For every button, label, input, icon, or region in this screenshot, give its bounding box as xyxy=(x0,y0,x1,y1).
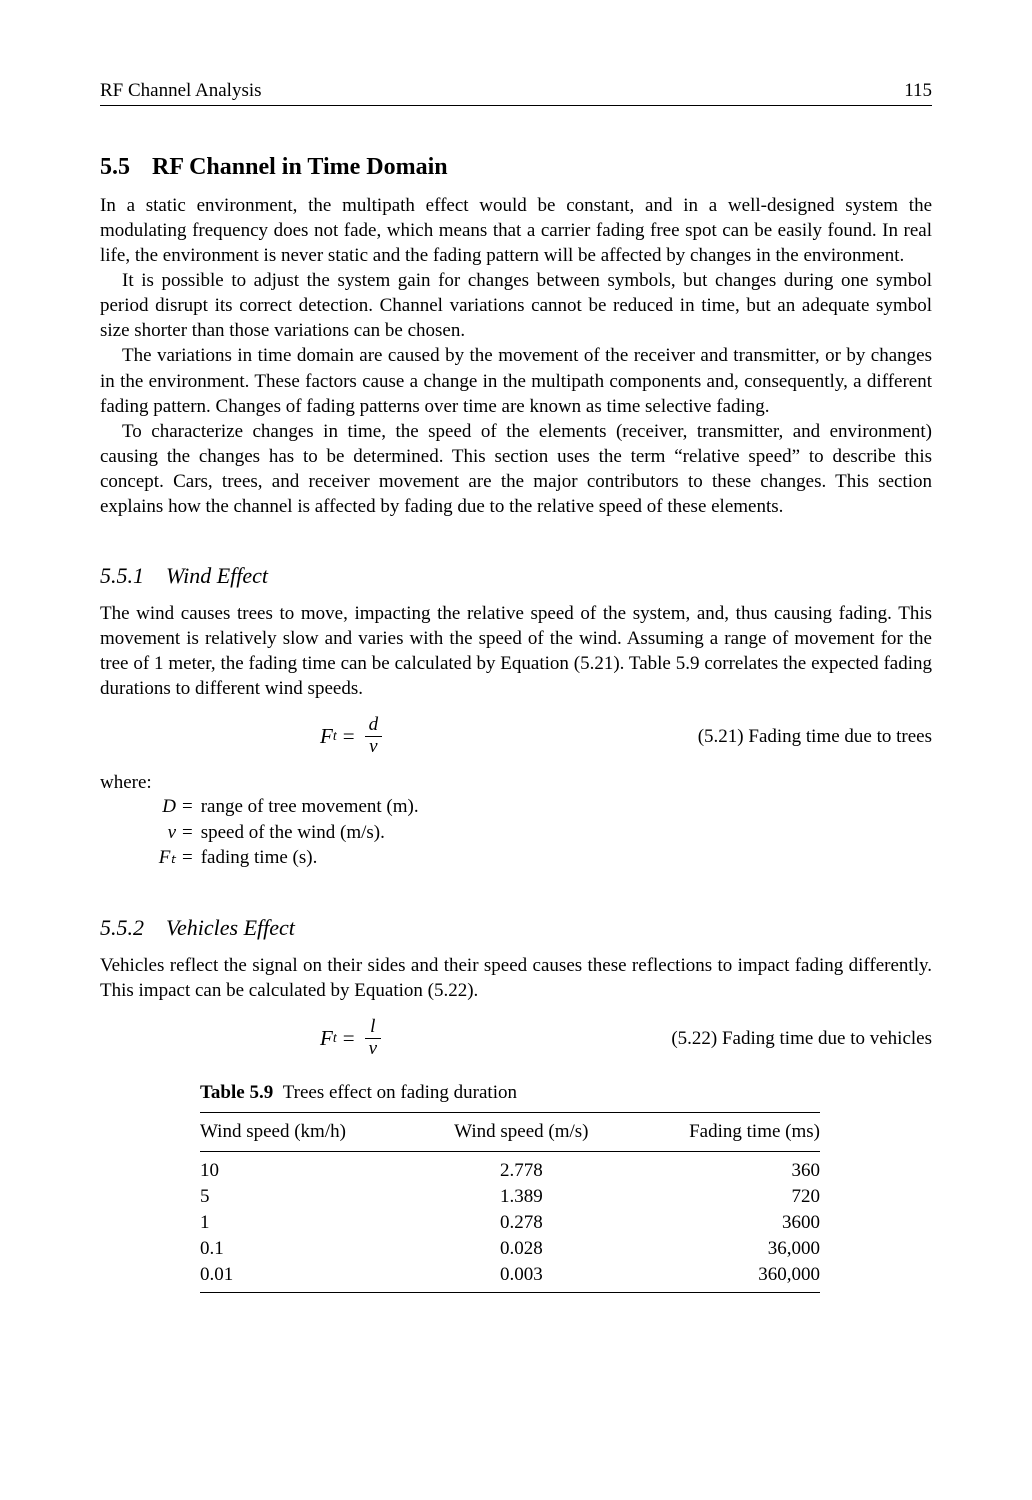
subsection-heading: 5.5.2 Vehicles Effect xyxy=(100,915,932,941)
table-cell: 0.01 xyxy=(200,1262,420,1293)
subsection-heading: 5.5.1 Wind Effect xyxy=(100,563,932,589)
table-row: 102.778360 xyxy=(200,1151,820,1184)
equation: Ft = d v (5.21) Fading time due to trees xyxy=(100,715,932,758)
table-cell: 0.278 xyxy=(420,1210,623,1236)
where-definition: range of tree movement (m). xyxy=(201,794,419,820)
paragraph: Vehicles reflect the signal on their sid… xyxy=(100,953,932,1003)
table-cell: 0.1 xyxy=(200,1236,420,1262)
table-cell: 5 xyxy=(200,1184,420,1210)
table-caption: Table 5.9 Trees effect on fading duratio… xyxy=(200,1082,820,1104)
table-header-cell: Wind speed (m/s) xyxy=(420,1112,623,1151)
equation-formula: Ft = l v xyxy=(320,1017,385,1060)
subsection-title: Wind Effect xyxy=(166,563,268,588)
table-cell: 10 xyxy=(200,1151,420,1184)
where-block: where: D= range of tree movement (m).v= … xyxy=(100,772,932,871)
page: RF Channel Analysis 115 5.5 RF Channel in… xyxy=(0,0,1032,1393)
where-intro: where: xyxy=(100,772,932,794)
where-line: D= range of tree movement (m). xyxy=(148,794,932,820)
equation-label: (5.21) Fading time due to trees xyxy=(698,726,932,748)
where-definition: fading time (s). xyxy=(201,845,318,871)
table-cell: 1 xyxy=(200,1210,420,1236)
page-number: 115 xyxy=(904,80,932,102)
equation-label: (5.22) Fading time due to vehicles xyxy=(671,1028,932,1050)
table-cell: 0.003 xyxy=(420,1262,623,1293)
paragraph: The wind causes trees to move, impacting… xyxy=(100,601,932,701)
table-row: 10.2783600 xyxy=(200,1210,820,1236)
table-cell: 0.028 xyxy=(420,1236,623,1262)
where-symbol: Fₜ xyxy=(148,845,176,871)
subsection-number: 5.5.1 xyxy=(100,563,144,589)
table-cell: 36,000 xyxy=(623,1236,820,1262)
where-line: v= speed of the wind (m/s). xyxy=(148,820,932,846)
section-number: 5.5 xyxy=(100,154,130,181)
section-title: RF Channel in Time Domain xyxy=(152,154,448,180)
running-head-left: RF Channel Analysis xyxy=(100,80,262,102)
table-header-cell: Fading time (ms) xyxy=(623,1112,820,1151)
table-cell: 2.778 xyxy=(420,1151,623,1184)
where-symbol: v xyxy=(148,820,176,846)
table-cell: 360,000 xyxy=(623,1262,820,1293)
table-cell: 1.389 xyxy=(420,1184,623,1210)
paragraph: To characterize changes in time, the spe… xyxy=(100,419,932,519)
table-cell: 360 xyxy=(623,1151,820,1184)
table-row: 0.010.003360,000 xyxy=(200,1262,820,1293)
subsection-title: Vehicles Effect xyxy=(166,915,295,940)
paragraph: The variations in time domain are caused… xyxy=(100,343,932,418)
equation: Ft = l v (5.22) Fading time due to vehic… xyxy=(100,1017,932,1060)
where-definition: speed of the wind (m/s). xyxy=(201,820,385,846)
running-head: RF Channel Analysis 115 xyxy=(100,80,932,106)
table-row: 51.389720 xyxy=(200,1184,820,1210)
section-heading: 5.5 RF Channel in Time Domain xyxy=(100,154,932,181)
paragraph: It is possible to adjust the system gain… xyxy=(100,268,932,343)
subsection-number: 5.5.2 xyxy=(100,915,144,941)
where-line: Fₜ= fading time (s). xyxy=(148,845,932,871)
equation-formula: Ft = d v xyxy=(320,715,386,758)
table-header-cell: Wind speed (km/h) xyxy=(200,1112,420,1151)
table-cell: 720 xyxy=(623,1184,820,1210)
paragraph: In a static environment, the multipath e… xyxy=(100,193,932,268)
table-row: 0.10.02836,000 xyxy=(200,1236,820,1262)
table: Table 5.9 Trees effect on fading duratio… xyxy=(200,1082,820,1293)
table-cell: 3600 xyxy=(623,1210,820,1236)
where-symbol: D xyxy=(148,794,176,820)
